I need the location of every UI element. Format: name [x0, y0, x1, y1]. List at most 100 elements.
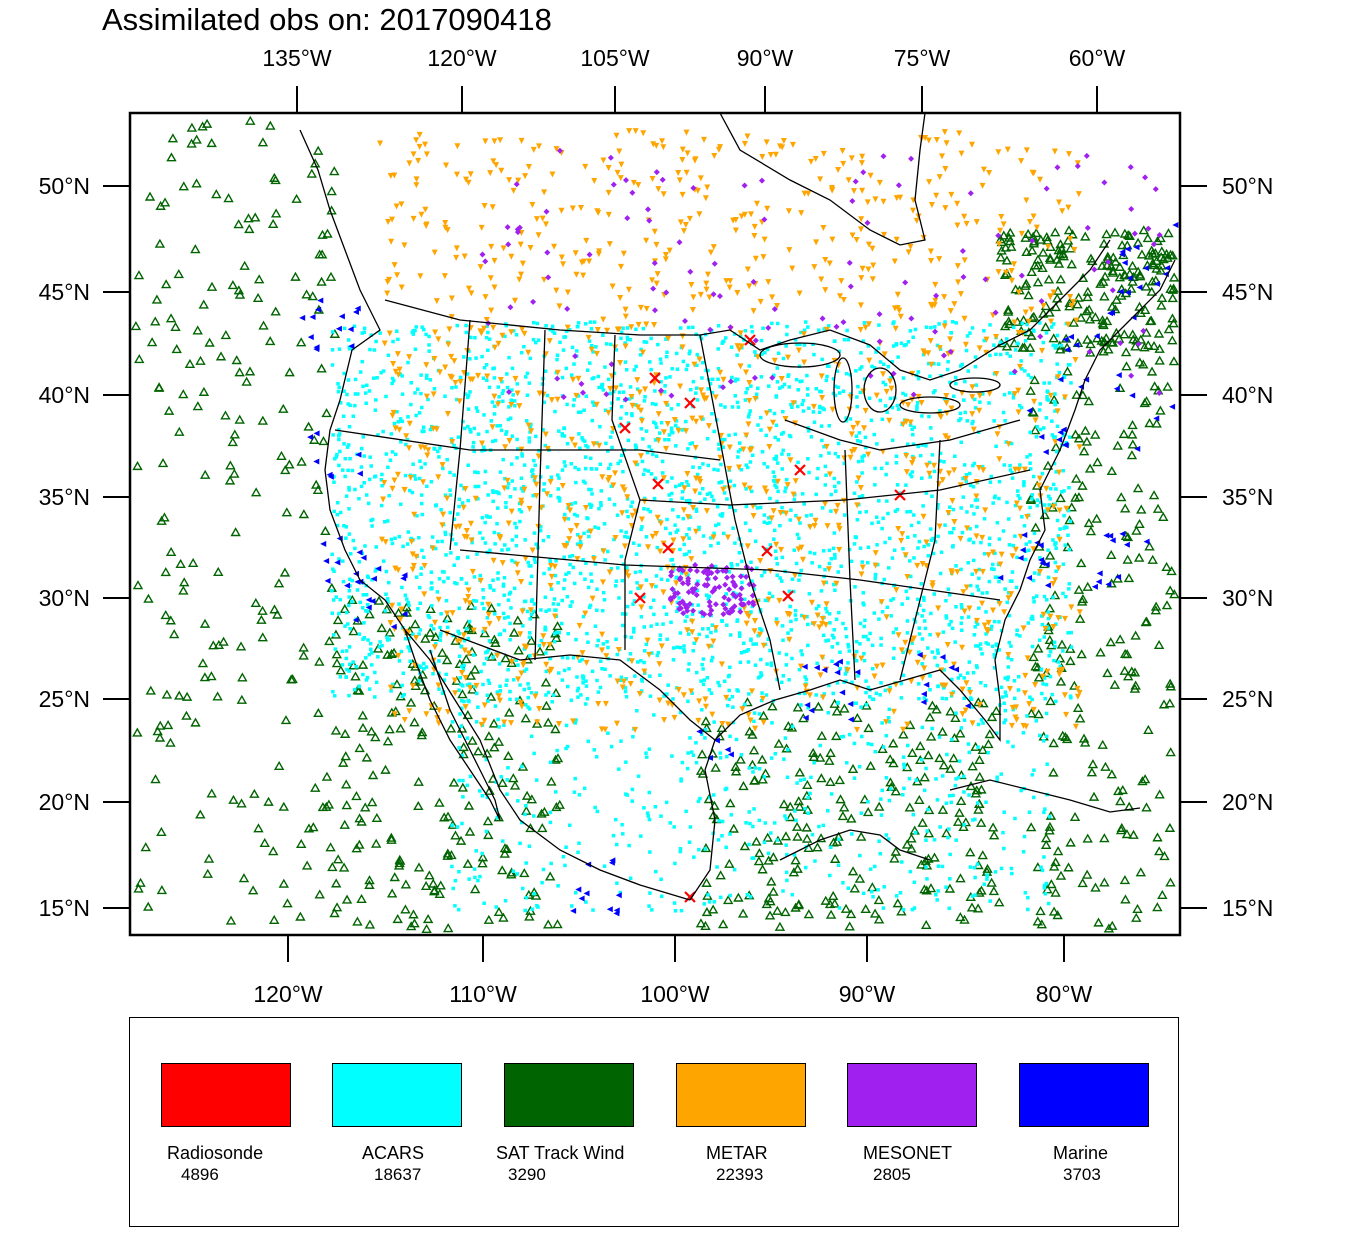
- acars-marker: [842, 513, 847, 517]
- acars-marker: [1043, 676, 1047, 680]
- acars-marker: [495, 691, 500, 695]
- metar-marker: [638, 516, 645, 523]
- metar-marker: [477, 577, 484, 584]
- acars-marker: [888, 685, 892, 690]
- acars-marker: [642, 399, 647, 403]
- acars-marker: [762, 520, 767, 524]
- acars-marker: [982, 338, 987, 343]
- metar-marker: [823, 326, 830, 333]
- metar-marker: [424, 452, 431, 459]
- acars-marker: [680, 496, 684, 501]
- acars-marker: [1000, 695, 1005, 699]
- acars-marker: [468, 357, 472, 361]
- acars-marker: [926, 361, 931, 366]
- acars-marker: [876, 888, 880, 892]
- metar-marker: [453, 171, 460, 178]
- acars-marker: [700, 486, 705, 491]
- metar-marker: [622, 343, 629, 350]
- acars-marker: [491, 578, 495, 583]
- sat-track-wind-marker: [829, 898, 840, 908]
- acars-marker: [703, 847, 707, 851]
- acars-marker: [493, 404, 497, 408]
- acars-marker: [496, 571, 500, 575]
- metar-marker: [933, 192, 940, 199]
- acars-marker: [344, 656, 349, 661]
- acars-marker: [860, 455, 864, 459]
- acars-marker: [664, 354, 669, 359]
- acars-marker: [644, 578, 649, 582]
- acars-marker: [669, 498, 673, 502]
- sat-track-wind-marker: [1120, 894, 1131, 904]
- acars-marker: [740, 559, 744, 564]
- sat-track-wind-marker: [1074, 713, 1086, 723]
- acars-marker: [954, 838, 958, 842]
- sat-track-wind-marker: [370, 838, 382, 848]
- acars-marker: [780, 680, 784, 685]
- acars-marker: [1045, 762, 1049, 766]
- sat-track-wind-marker: [921, 885, 932, 895]
- acars-marker: [472, 598, 476, 603]
- acars-marker: [765, 347, 770, 352]
- acars-marker: [664, 376, 668, 380]
- metar-marker: [465, 593, 472, 600]
- acars-marker: [332, 569, 336, 573]
- metar-marker: [750, 308, 757, 315]
- acars-marker: [932, 838, 937, 842]
- acars-marker: [1029, 352, 1033, 357]
- acars-marker: [921, 352, 926, 357]
- metar-marker: [811, 621, 818, 628]
- acars-marker: [1002, 720, 1006, 725]
- acars-marker: [359, 465, 364, 469]
- sat-track-wind-marker: [206, 137, 217, 148]
- acars-marker: [492, 588, 496, 592]
- sat-track-wind-marker: [551, 801, 562, 812]
- acars-marker: [692, 641, 696, 646]
- acars-marker: [1028, 453, 1032, 457]
- acars-marker: [501, 399, 505, 404]
- acars-marker: [1064, 440, 1068, 445]
- acars-marker: [337, 611, 341, 616]
- acars-marker: [823, 567, 827, 572]
- acars-marker: [919, 476, 924, 480]
- acars-marker: [1023, 891, 1028, 895]
- acars-marker: [1010, 470, 1014, 475]
- acars-marker: [492, 530, 497, 535]
- acars-marker: [846, 661, 850, 665]
- acars-marker: [794, 513, 798, 518]
- sat-track-wind-marker: [151, 294, 163, 304]
- acars-marker: [419, 493, 424, 497]
- acars-marker: [579, 693, 583, 697]
- metar-marker: [409, 683, 416, 690]
- sat-track-wind-marker: [1162, 381, 1173, 391]
- acars-marker: [478, 573, 483, 578]
- acars-marker: [1020, 515, 1024, 519]
- acars-marker: [708, 491, 712, 495]
- acars-marker: [1037, 572, 1041, 576]
- sat-track-wind-marker: [380, 764, 391, 774]
- metar-marker: [512, 297, 519, 304]
- acars-marker: [1041, 340, 1046, 345]
- acars-marker: [680, 489, 685, 494]
- acars-marker: [332, 509, 336, 514]
- acars-marker: [462, 638, 467, 643]
- acars-marker: [1009, 371, 1013, 375]
- acars-marker: [332, 694, 337, 698]
- acars-marker: [405, 542, 410, 546]
- acars-marker: [829, 845, 833, 850]
- acars-marker: [942, 460, 946, 464]
- acars-marker: [691, 753, 696, 758]
- acars-marker: [830, 633, 835, 638]
- acars-marker: [400, 374, 404, 378]
- acars-marker: [858, 390, 863, 395]
- acars-marker: [570, 345, 575, 350]
- acars-marker: [569, 698, 574, 703]
- sat-track-wind-marker: [225, 460, 236, 470]
- acars-marker: [692, 855, 696, 859]
- acars-marker: [587, 487, 591, 492]
- sat-track-wind-marker: [1083, 396, 1095, 406]
- acars-marker: [681, 359, 686, 364]
- acars-marker: [911, 513, 916, 517]
- acars-marker: [965, 334, 970, 338]
- metar-marker: [506, 177, 513, 184]
- acars-marker: [575, 532, 580, 537]
